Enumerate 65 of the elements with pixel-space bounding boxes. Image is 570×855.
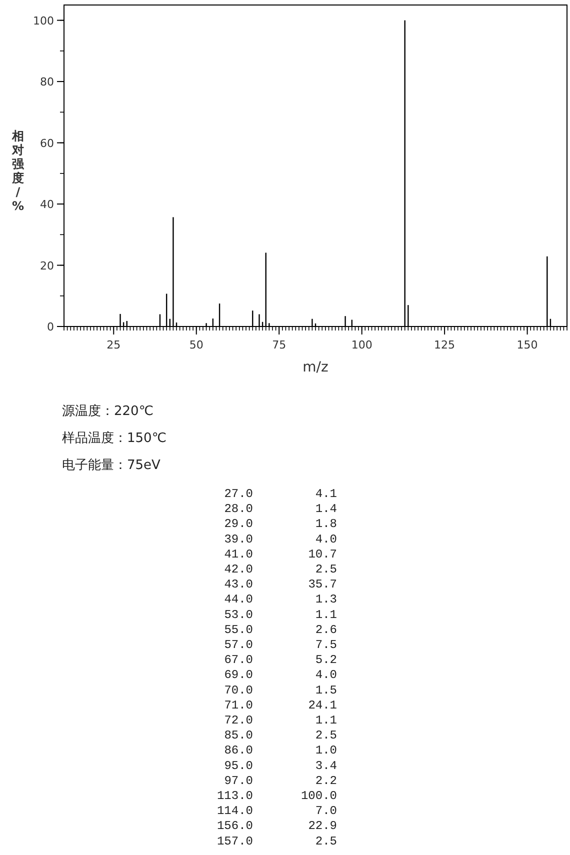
category-label: 53.0 <box>224 608 253 622</box>
category-label: 27.0 <box>224 487 253 501</box>
category-label: 29.0 <box>224 517 253 532</box>
text: 1.4 <box>315 502 337 516</box>
y-tick-label: 20 <box>40 259 54 272</box>
text: 2.6 <box>315 622 337 637</box>
category-label: 72.0 <box>224 714 253 728</box>
text: 35.7 <box>308 578 337 592</box>
y-tick-label: 100 <box>33 14 54 28</box>
category-label: 57.0 <box>224 638 253 652</box>
x-tick-label: 150 <box>516 338 538 352</box>
category-label: 28.0 <box>224 502 253 516</box>
text: 1.8 <box>315 517 337 532</box>
text: 2.5 <box>315 834 337 848</box>
text: 100.0 <box>300 789 337 803</box>
x-tick-label: 25 <box>106 338 121 352</box>
category-label: 55.0 <box>224 622 253 637</box>
text: 2.5 <box>315 728 337 743</box>
text: 2.2 <box>315 774 337 788</box>
text: 1.1 <box>315 608 337 622</box>
category-label: 71.0 <box>224 698 253 712</box>
text: 7.0 <box>315 804 337 818</box>
category-label: 41.0 <box>224 547 253 562</box>
category-label: 86.0 <box>224 744 253 758</box>
text: 电子能量：75eV <box>62 458 161 473</box>
x-tick-label: 75 <box>272 338 286 352</box>
text: 样品温度：150℃ <box>62 430 166 446</box>
text: 4.1 <box>315 487 337 501</box>
text: 4.0 <box>315 532 337 546</box>
x-tick-label: 100 <box>351 338 372 352</box>
text: 1.1 <box>315 714 337 728</box>
text: 5.2 <box>315 653 337 668</box>
category-label: 67.0 <box>224 653 253 668</box>
category-label: 43.0 <box>224 578 253 592</box>
y-axis-title: 相对强度/% <box>11 129 25 213</box>
x-tick-label: 50 <box>189 338 204 352</box>
text: 1.0 <box>315 744 337 758</box>
text: 2.5 <box>315 562 337 576</box>
x-axis-title: m/z <box>302 360 328 376</box>
category-label: 97.0 <box>224 774 253 788</box>
text: 24.1 <box>308 698 337 712</box>
category-label: 157.0 <box>216 834 253 848</box>
text: 4.0 <box>315 668 337 682</box>
category-label: 114.0 <box>216 804 253 818</box>
y-tick-label: 0 <box>47 320 54 334</box>
text: 10.7 <box>308 547 337 562</box>
y-tick-label: 60 <box>40 136 54 150</box>
category-label: 69.0 <box>224 668 253 682</box>
category-label: 70.0 <box>224 683 253 698</box>
x-tick-label: 125 <box>434 338 456 352</box>
category-label: 39.0 <box>224 532 253 546</box>
category-label: 113.0 <box>216 789 253 803</box>
category-label: 42.0 <box>224 562 253 576</box>
category-label: 156.0 <box>216 819 253 834</box>
category-label: 95.0 <box>224 758 253 773</box>
y-tick-label: 40 <box>40 198 54 212</box>
text: 7.5 <box>315 638 337 652</box>
category-label: 44.0 <box>224 592 253 607</box>
text: 1.3 <box>315 592 337 607</box>
text: 3.4 <box>315 758 337 773</box>
text: 源温度：220℃ <box>62 403 154 419</box>
category-label: 85.0 <box>224 728 253 743</box>
y-tick-label: 80 <box>40 76 54 89</box>
text: 22.9 <box>308 819 337 834</box>
text: 1.5 <box>315 683 337 698</box>
